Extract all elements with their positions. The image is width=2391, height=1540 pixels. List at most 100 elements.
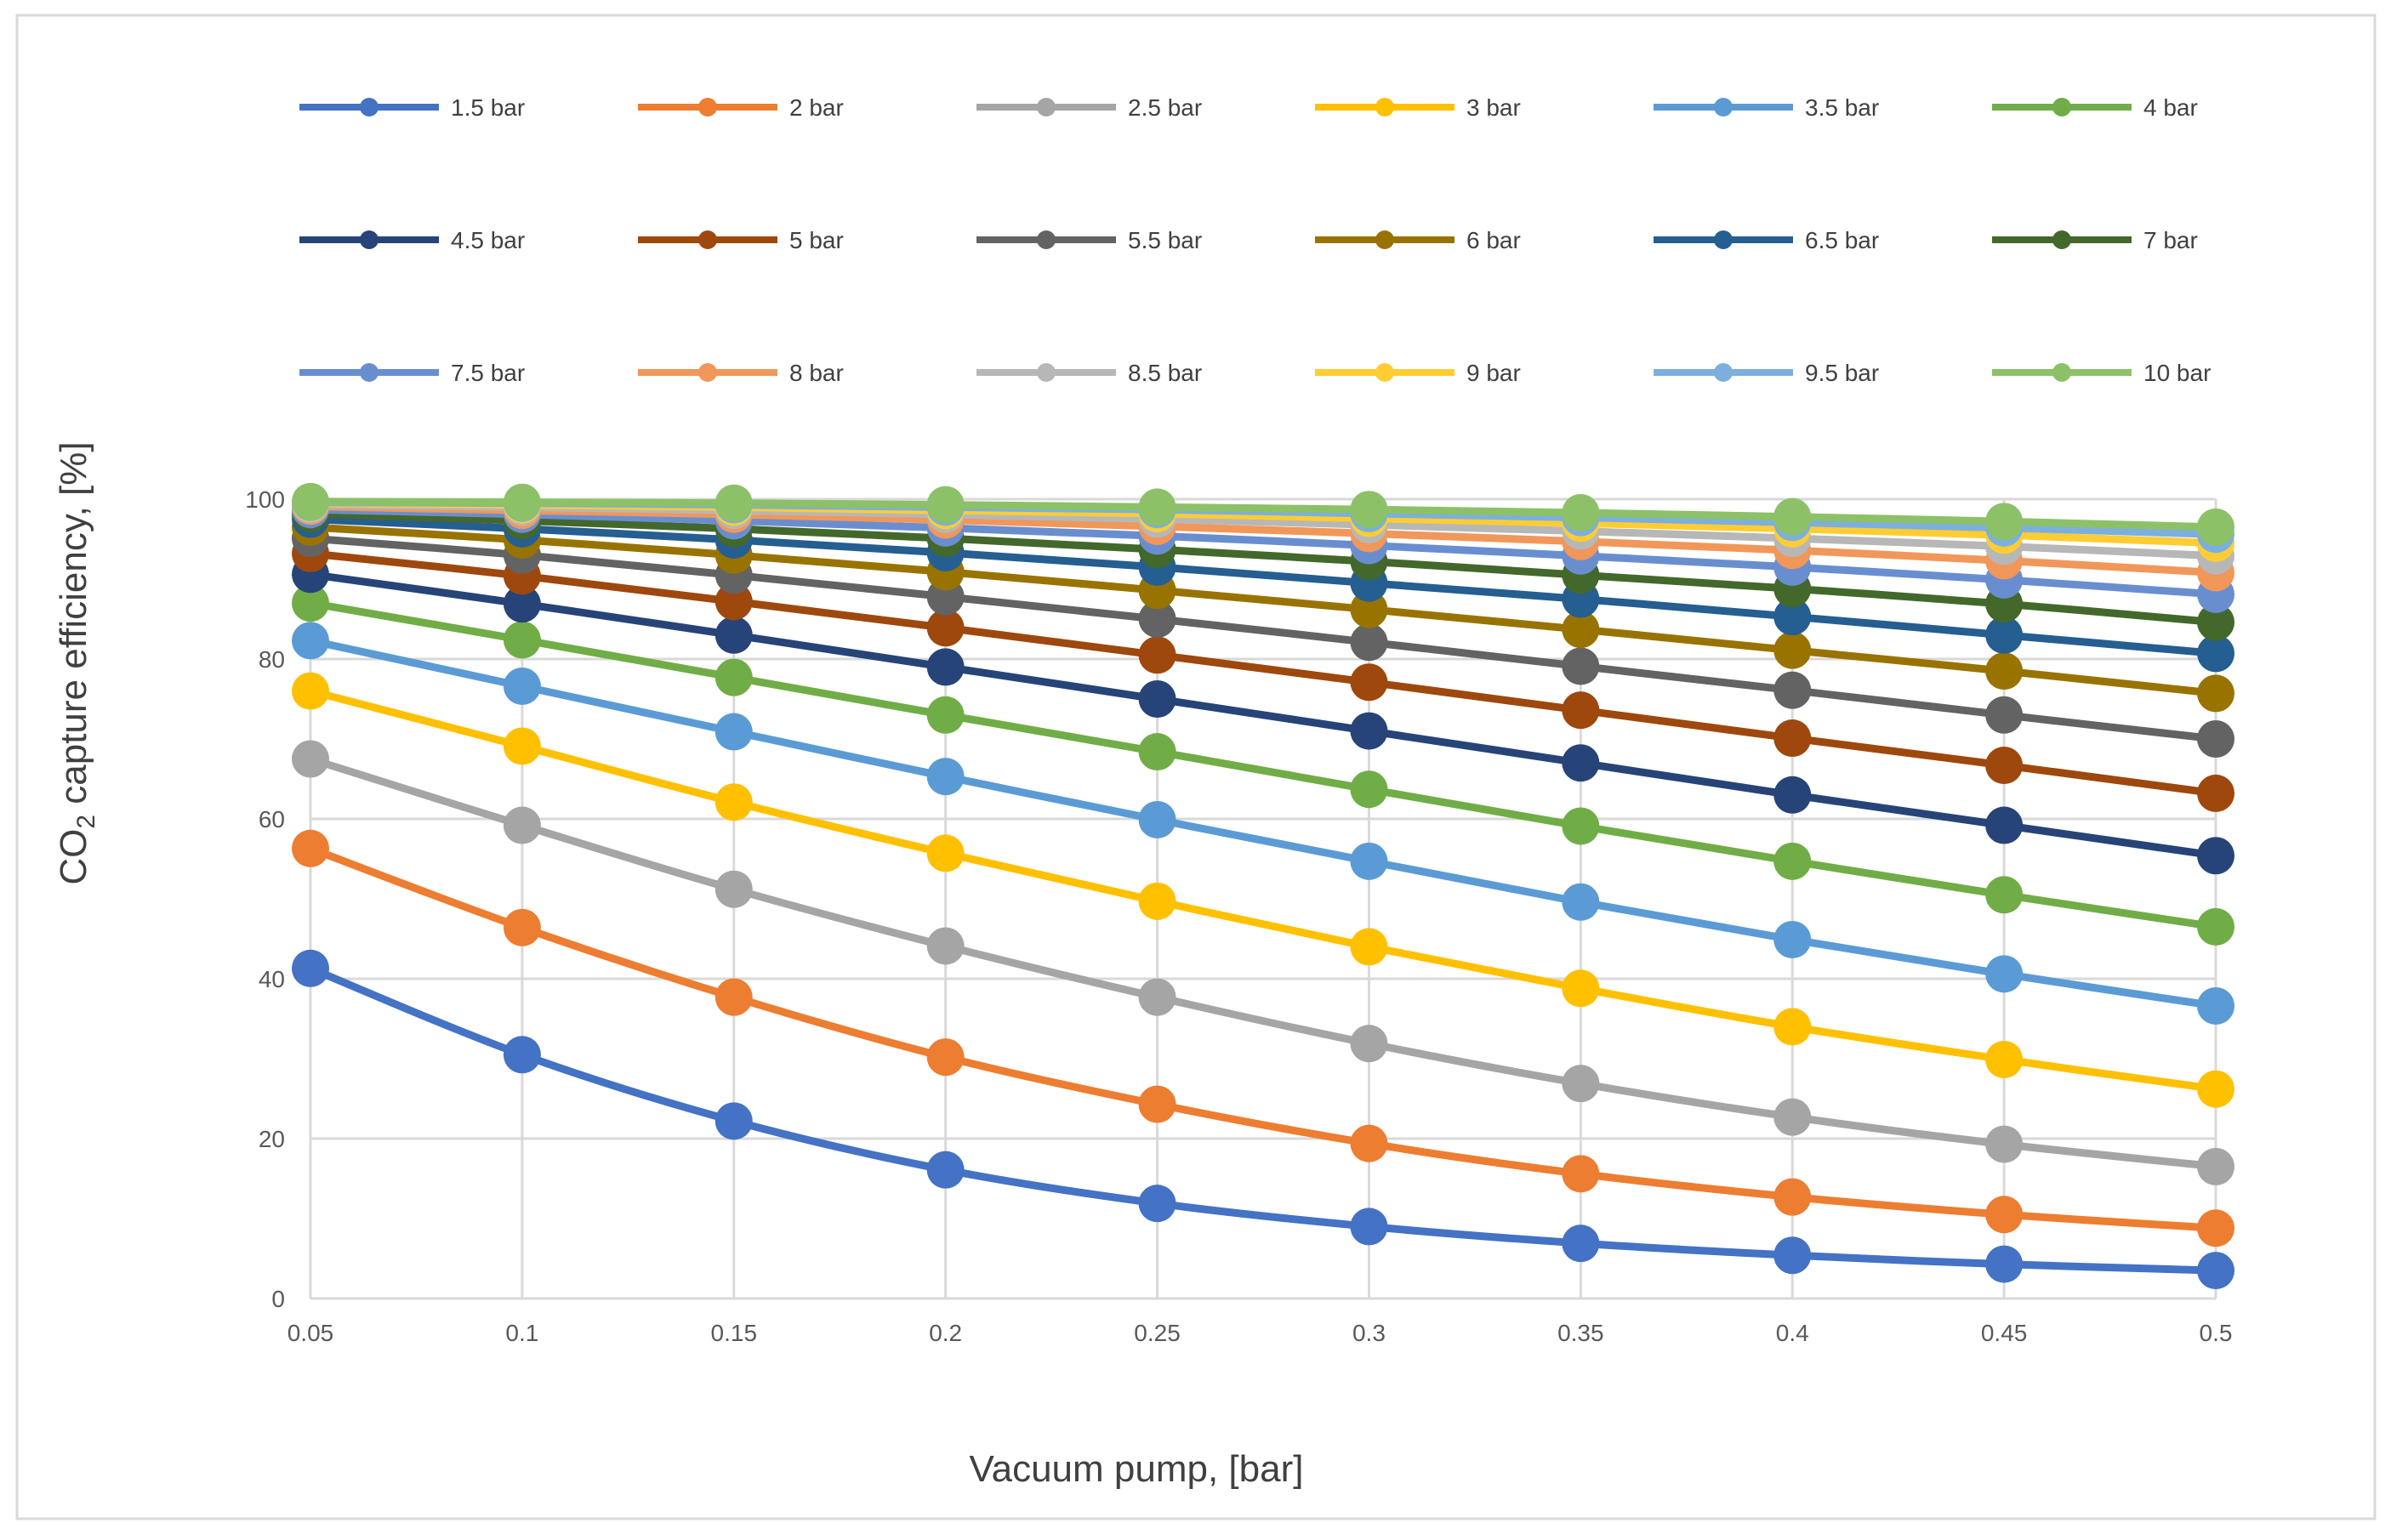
data-point [2197, 634, 2234, 673]
data-point [926, 486, 965, 524]
data-point [1773, 497, 1812, 536]
data-point [2197, 1252, 2234, 1290]
data-point [926, 758, 965, 796]
data-point [926, 696, 965, 734]
data-point [292, 672, 329, 710]
legend-label: 8 bar [789, 360, 844, 386]
legend-marker [1375, 230, 1394, 249]
legend-label: 3.5 bar [1805, 94, 1879, 121]
legend-entry: 9 bar [1315, 360, 1521, 386]
data-point [1773, 776, 1812, 814]
x-tick-label: 0.25 [1134, 1320, 1181, 1346]
legend-label: 2.5 bar [1128, 94, 1202, 121]
data-point [926, 1151, 965, 1189]
data-point [1350, 928, 1388, 966]
data-point [1562, 807, 1600, 845]
data-point [714, 616, 753, 654]
data-point [2197, 720, 2234, 758]
data-point [1985, 955, 2024, 993]
data-point [1562, 611, 1600, 649]
data-point [2197, 837, 2234, 875]
legend-marker [698, 363, 717, 382]
data-point [1985, 1245, 2024, 1283]
legend-marker [698, 98, 717, 116]
data-point [714, 582, 753, 621]
data-point [292, 740, 329, 778]
data-point [1562, 1155, 1600, 1193]
data-point [292, 482, 329, 520]
data-point [926, 834, 965, 872]
series-4-bar [292, 584, 2234, 946]
data-point [1350, 1208, 1388, 1246]
legend-label: 7.5 bar [451, 360, 525, 386]
series-line [306, 509, 2220, 627]
x-tick-label: 0.3 [1352, 1320, 1386, 1346]
data-point [714, 484, 753, 522]
legend-entry: 6.5 bar [1654, 227, 1879, 253]
y-tick-label: 20 [259, 1126, 285, 1152]
legend-entry: 4.5 bar [299, 227, 525, 253]
legend-label: 5.5 bar [1128, 227, 1202, 253]
legend-entry: 10 bar [1992, 360, 2211, 386]
data-point [2197, 986, 2234, 1025]
data-point [1985, 696, 2024, 734]
y-axis-title-rest: capture efficiency, [%] [53, 441, 94, 815]
legend-marker [2052, 230, 2071, 249]
data-point [503, 667, 541, 705]
legend-label: 9.5 bar [1805, 360, 1879, 386]
chart-frame [15, 14, 2377, 1520]
legend-entry: 8 bar [638, 360, 844, 386]
data-point [1138, 680, 1176, 718]
legend-entry: 4 bar [1992, 94, 2198, 121]
legend-label: 2 bar [789, 94, 844, 121]
x-tick-label: 0.05 [287, 1320, 334, 1346]
data-point [1350, 663, 1388, 702]
data-point [1985, 503, 2024, 541]
x-tick-label: 0.45 [1981, 1320, 2028, 1346]
legend-entry: 8.5 bar [976, 360, 1202, 386]
data-point [292, 584, 329, 622]
data-point [1562, 744, 1600, 782]
data-point [1773, 1008, 1812, 1046]
data-point [1350, 770, 1388, 809]
y-axis-title: CO2 capture efficiency, [%] [53, 441, 100, 884]
series-3-bar [292, 672, 2234, 1108]
data-point [1773, 1098, 1812, 1136]
y-tick-label: 80 [259, 646, 285, 673]
data-point [1773, 920, 1812, 958]
data-point [1138, 800, 1176, 838]
data-point [714, 1102, 753, 1140]
data-point [1350, 1025, 1388, 1063]
legend-label: 8.5 bar [1128, 360, 1202, 386]
legend-entry: 5.5 bar [976, 227, 1202, 253]
legend-entry: 5 bar [638, 227, 844, 253]
series-1-5-bar [292, 949, 2234, 1290]
data-point [1562, 647, 1600, 685]
data-point [1985, 806, 2024, 844]
x-tick-label: 0.35 [1557, 1320, 1604, 1346]
series-line [306, 964, 2220, 1275]
series-3-5-bar [292, 622, 2234, 1025]
series-line [306, 570, 2220, 860]
data-point [714, 658, 753, 696]
legend-marker [2052, 98, 2071, 116]
data-point [503, 483, 541, 521]
data-point [1138, 1185, 1176, 1223]
series-10-bar [292, 482, 2234, 546]
series-5-bar [292, 534, 2234, 812]
data-point [2197, 1209, 2234, 1247]
data-point [2197, 907, 2234, 946]
legend-marker [360, 363, 379, 382]
data-point [1985, 616, 2024, 654]
y-tick-label: 60 [259, 806, 285, 833]
data-point [292, 829, 329, 867]
data-point [503, 1036, 541, 1074]
x-axis-title: Vacuum pump, [bar] [970, 1448, 1304, 1490]
legend-marker [1714, 363, 1733, 382]
data-point [1350, 623, 1388, 662]
legend-entry: 3 bar [1315, 94, 1521, 121]
series-line [306, 599, 2220, 931]
y-tick-label: 40 [259, 966, 285, 992]
x-tick-label: 0.2 [929, 1320, 962, 1346]
axes: 0 20 40 60 80 100 0.05 0.1 0.15 0.2 0.25 0.3 0.35 0.4… [245, 486, 2232, 1346]
